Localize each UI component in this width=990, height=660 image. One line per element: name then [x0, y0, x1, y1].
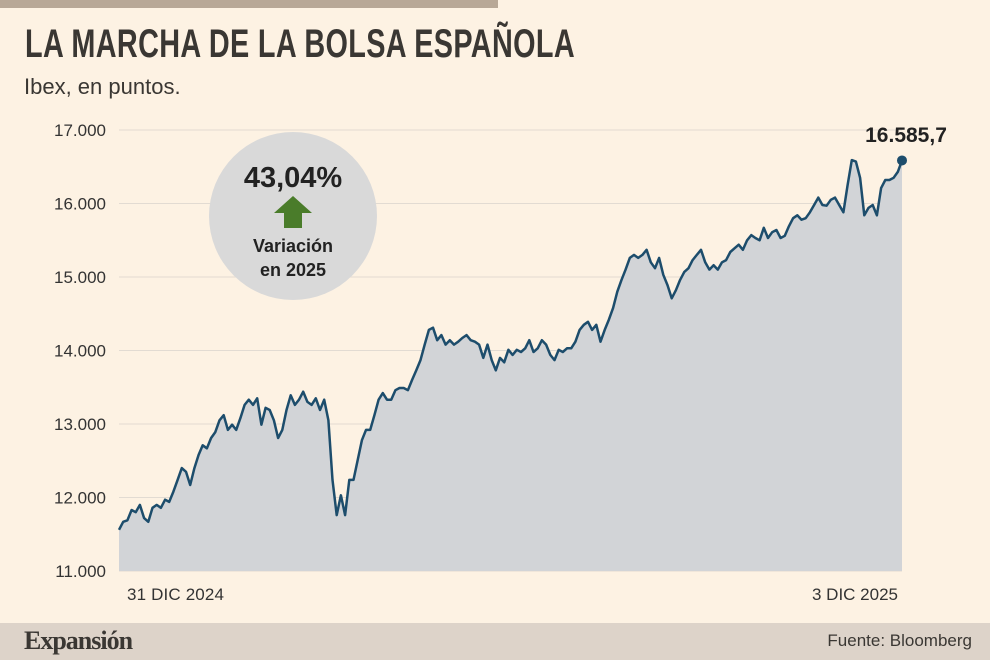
variation-label-1: Variación — [253, 236, 333, 256]
expansion-logo: Expansión — [24, 626, 133, 655]
x-label-end: 3 DIC 2025 — [812, 585, 898, 604]
chart: 16.585,7 17.000 16.000 15.000 14.000 13.000 1… — [54, 121, 947, 604]
chart-subtitle: Ibex, en puntos. — [24, 74, 181, 99]
y-tick-label: 15.000 — [54, 268, 106, 287]
y-tick-label: 14.000 — [54, 342, 106, 361]
chart-title: LA MARCHA DE LA BOLSA ESPAÑOLA — [25, 22, 575, 66]
source-note: Fuente: Bloomberg — [827, 631, 972, 650]
top-accent-bar — [0, 0, 498, 8]
last-value-label: 16.585,7 — [865, 124, 947, 147]
last-point-marker — [897, 155, 907, 166]
variation-value: 43,04% — [244, 162, 343, 194]
y-tick-label: 12.000 — [54, 489, 106, 508]
y-tick-label: 17.000 — [54, 121, 106, 140]
footer-bar — [0, 623, 990, 660]
y-tick-label: 13.000 — [54, 415, 106, 434]
area-fill — [119, 160, 902, 571]
series-line — [117, 158, 904, 531]
y-tick-label: 11.000 — [55, 562, 106, 581]
up-arrow-icon — [274, 196, 312, 228]
x-label-start: 31 DIC 2024 — [127, 585, 224, 604]
variation-badge: 43,04% Variación en 2025 — [209, 132, 377, 300]
y-tick-label: 16.000 — [54, 195, 106, 214]
variation-label-2: en 2025 — [260, 260, 326, 280]
